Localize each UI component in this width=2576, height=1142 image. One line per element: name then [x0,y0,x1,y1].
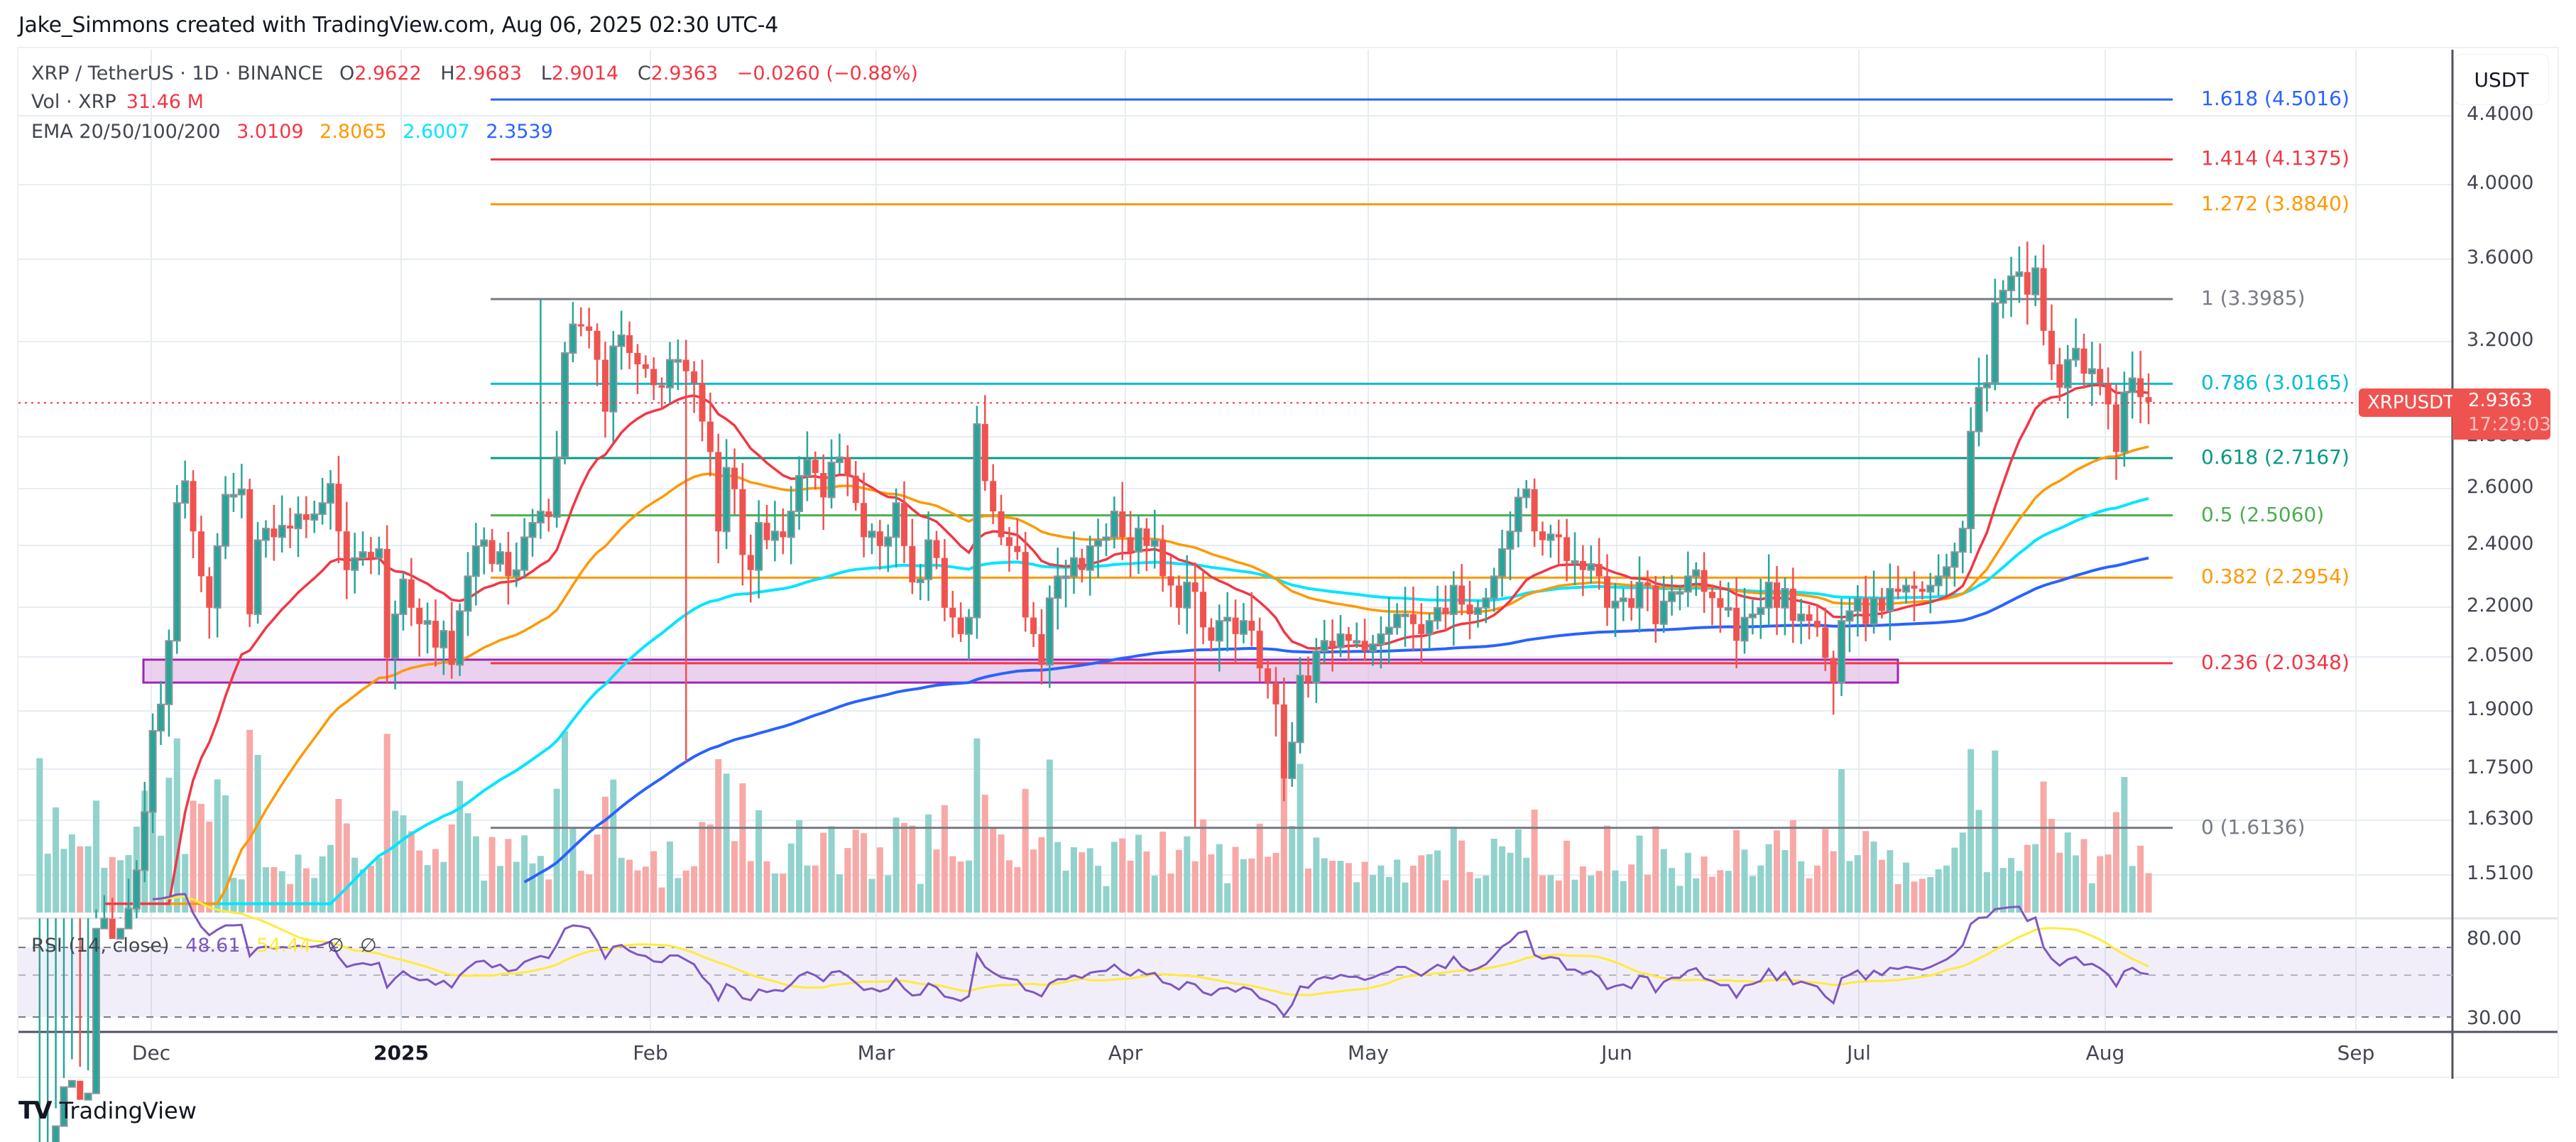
fib-label-0-236: 0.236 (2.0348) [2201,650,2349,674]
symbol-title: XRP / TetherUS · 1D · BINANCE [31,62,324,85]
fib-label-0: 0 (1.6136) [2201,815,2305,839]
chart-frame [17,47,2559,1078]
time-tick-apr: Apr [1108,1041,1143,1065]
fib-label-1: 1 (3.3985) [2201,286,2305,310]
ema-legend[interactable]: EMA 20/50/100/200 3.0109 2.8065 2.6007 2… [31,121,553,143]
fib-label-0-5: 0.5 (2.5060) [2201,502,2325,526]
time-tick-sep: Sep [2337,1041,2375,1065]
symbol-legend[interactable]: XRP / TetherUS · 1D · BINANCE O2.9622 H2… [31,62,918,85]
tradingview-mark-icon: 𝗧𝗩 [18,1097,52,1125]
volume-legend[interactable]: Vol · XRP 31.46 M [31,91,204,113]
price-tick: 1.5100 [2467,862,2534,884]
last-price-tag: 2.9363 17:29:03 [2452,388,2551,440]
time-tick-jun: Jun [1601,1041,1632,1065]
price-tick: 2.6000 [2467,476,2534,498]
change-value: −0.0260 (−0.88%) [736,62,918,85]
bar-countdown: 17:29:03 [2468,414,2551,435]
rsi-tick: 80.00 [2467,928,2522,950]
time-tick-feb: Feb [633,1041,668,1065]
time-tick-2025: 2025 [373,1041,429,1065]
time-tick-mar: Mar [857,1041,895,1065]
price-tick: 4.4000 [2467,103,2534,125]
price-tick: 2.2000 [2467,594,2534,616]
fib-label-1-272: 1.272 (3.8840) [2201,191,2349,215]
fib-label-0-786: 0.786 (3.0165) [2201,371,2349,395]
close-value: 2.9363 [650,62,719,85]
price-tick: 2.4000 [2467,533,2534,555]
rsi-ma-value: 54.44 [256,935,312,957]
price-tick: 1.7500 [2467,756,2534,778]
open-value: 2.9622 [354,62,422,85]
fib-label-0-618: 0.618 (2.7167) [2201,445,2349,469]
ema50-value: 2.8065 [320,121,387,143]
rsi-value: 48.61 [185,935,241,957]
ema200-value: 2.3539 [486,121,553,143]
chart-attribution: Jake_Simmons created with TradingView.co… [18,13,779,38]
rsi-tick: 30.00 [2467,1007,2522,1029]
ema20-value: 3.0109 [236,121,304,143]
time-tick-jul: Jul [1847,1041,1871,1065]
fib-label-1-414: 1.414 (4.1375) [2201,146,2349,170]
volume-value: 31.46 M [126,91,204,113]
last-price-symbol-tag: XRPUSDT [2359,388,2463,417]
price-tick: 2.0500 [2467,644,2534,666]
rsi-legend[interactable]: RSI (14, close) 48.61 54.44 ∅ ∅ [31,935,377,957]
time-tick-may: May [1348,1041,1389,1065]
tradingview-logo[interactable]: 𝗧𝗩 TradingView [18,1097,197,1125]
fib-label-1-618: 1.618 (4.5016) [2201,87,2349,111]
price-tick: 1.9000 [2467,698,2534,720]
currency-button[interactable]: USDT [2454,54,2549,105]
rsi-na-1: ∅ [327,935,344,957]
fib-label-0-382: 0.382 (2.2954) [2201,565,2349,589]
ema100-value: 2.6007 [403,121,470,143]
price-tick: 4.0000 [2467,172,2534,194]
price-tick: 3.2000 [2467,329,2534,351]
time-tick-dec: Dec [131,1041,171,1065]
last-price-value: 2.9363 [2468,390,2533,411]
price-tick: 3.6000 [2467,246,2534,268]
price-tick: 1.6300 [2467,807,2534,830]
time-tick-aug: Aug [2085,1041,2125,1065]
low-value: 2.9014 [551,62,619,85]
tradingview-wordmark: TradingView [59,1097,197,1124]
high-value: 2.9683 [454,62,523,85]
rsi-na-2: ∅ [360,935,377,957]
